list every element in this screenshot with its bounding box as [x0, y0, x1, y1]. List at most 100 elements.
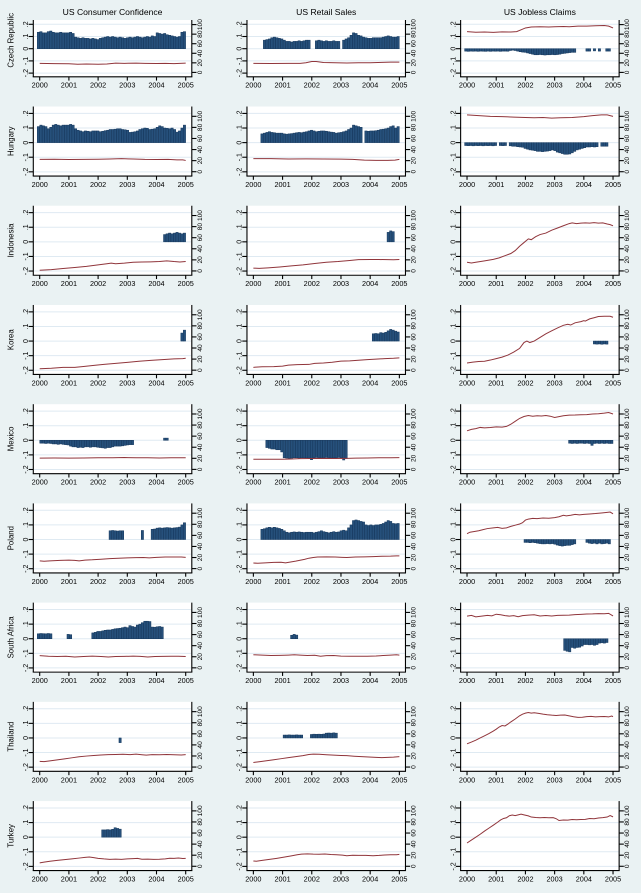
- svg-text:2003: 2003: [333, 378, 349, 387]
- svg-text:2003: 2003: [547, 180, 563, 189]
- svg-text:2003: 2003: [333, 279, 349, 288]
- svg-text:US Consumer Confidence: US Consumer Confidence: [63, 7, 163, 17]
- svg-text:0: 0: [411, 666, 418, 670]
- svg-text:.1: .1: [237, 33, 244, 39]
- svg-text:2005: 2005: [391, 478, 407, 487]
- svg-text:.2: .2: [237, 309, 244, 315]
- svg-text:100: 100: [411, 210, 418, 221]
- svg-text:2001: 2001: [274, 180, 290, 189]
- svg-text:-.2: -.2: [237, 862, 244, 870]
- svg-text:0: 0: [197, 170, 204, 174]
- svg-text:-.1: -.1: [23, 153, 30, 161]
- svg-text:2003: 2003: [119, 378, 135, 387]
- svg-text:60: 60: [411, 234, 418, 242]
- svg-text:.2: .2: [23, 607, 30, 613]
- svg-text:-.1: -.1: [450, 649, 457, 657]
- svg-text:2004: 2004: [362, 378, 378, 387]
- svg-text:2004: 2004: [148, 775, 164, 784]
- svg-text:2002: 2002: [90, 378, 106, 387]
- svg-text:-.1: -.1: [237, 57, 244, 65]
- svg-text:2001: 2001: [488, 676, 504, 685]
- svg-text:0: 0: [237, 537, 244, 541]
- svg-text:US Retail Sales: US Retail Sales: [296, 7, 356, 17]
- svg-text:2005: 2005: [391, 775, 407, 784]
- svg-text:40: 40: [411, 542, 418, 550]
- svg-text:2002: 2002: [90, 279, 106, 288]
- svg-text:40: 40: [197, 49, 204, 57]
- svg-text:20: 20: [411, 851, 418, 859]
- svg-text:0: 0: [237, 47, 244, 51]
- svg-text:-.2: -.2: [23, 565, 30, 573]
- svg-text:2003: 2003: [547, 775, 563, 784]
- svg-text:40: 40: [411, 146, 418, 154]
- svg-text:40: 40: [197, 344, 204, 352]
- svg-text:2000: 2000: [459, 478, 475, 487]
- svg-text:100: 100: [411, 19, 418, 30]
- svg-text:2004: 2004: [576, 81, 592, 90]
- svg-text:.2: .2: [450, 706, 457, 712]
- svg-text:.2: .2: [23, 309, 30, 315]
- svg-text:Mexico: Mexico: [6, 426, 15, 451]
- svg-text:.1: .1: [450, 820, 457, 826]
- svg-text:.1: .1: [237, 423, 244, 429]
- svg-text:2002: 2002: [304, 279, 320, 288]
- svg-text:40: 40: [197, 840, 204, 848]
- svg-text:2005: 2005: [605, 577, 621, 586]
- svg-text:2005: 2005: [391, 875, 407, 884]
- svg-text:2001: 2001: [274, 676, 290, 685]
- svg-text:.2: .2: [450, 607, 457, 613]
- svg-text:2003: 2003: [119, 775, 135, 784]
- svg-text:.1: .1: [450, 522, 457, 528]
- svg-text:60: 60: [624, 531, 631, 539]
- svg-text:-.1: -.1: [23, 848, 30, 856]
- svg-text:2005: 2005: [391, 81, 407, 90]
- svg-text:2002: 2002: [90, 180, 106, 189]
- svg-text:40: 40: [411, 642, 418, 650]
- svg-text:20: 20: [197, 554, 204, 562]
- svg-text:0: 0: [237, 736, 244, 740]
- svg-text:2002: 2002: [90, 875, 106, 884]
- svg-text:2005: 2005: [391, 676, 407, 685]
- svg-text:80: 80: [624, 123, 631, 131]
- svg-text:2000: 2000: [32, 378, 48, 387]
- svg-text:80: 80: [197, 520, 204, 528]
- svg-text:2004: 2004: [148, 378, 164, 387]
- svg-text:100: 100: [624, 408, 631, 419]
- svg-text:-.1: -.1: [237, 351, 244, 359]
- svg-text:2001: 2001: [488, 81, 504, 90]
- svg-text:2000: 2000: [459, 875, 475, 884]
- svg-text:2000: 2000: [32, 775, 48, 784]
- svg-text:2001: 2001: [274, 378, 290, 387]
- svg-text:-.2: -.2: [450, 69, 457, 77]
- svg-text:20: 20: [197, 653, 204, 661]
- svg-text:2005: 2005: [178, 378, 194, 387]
- svg-text:0: 0: [237, 438, 244, 442]
- svg-text:-.2: -.2: [23, 168, 30, 176]
- svg-text:-.2: -.2: [450, 763, 457, 771]
- svg-text:-.1: -.1: [23, 451, 30, 459]
- svg-text:2002: 2002: [517, 676, 533, 685]
- svg-text:-.2: -.2: [237, 168, 244, 176]
- svg-text:2003: 2003: [547, 577, 563, 586]
- svg-text:60: 60: [197, 631, 204, 639]
- svg-text:.2: .2: [450, 408, 457, 414]
- svg-text:-.2: -.2: [23, 465, 30, 473]
- svg-text:0: 0: [411, 170, 418, 174]
- svg-text:60: 60: [197, 829, 204, 837]
- svg-text:Poland: Poland: [6, 526, 15, 550]
- svg-text:-.2: -.2: [237, 465, 244, 473]
- svg-text:-.2: -.2: [450, 862, 457, 870]
- svg-text:80: 80: [624, 620, 631, 628]
- svg-text:.1: .1: [450, 621, 457, 627]
- svg-text:0: 0: [411, 70, 418, 74]
- svg-text:2001: 2001: [488, 180, 504, 189]
- svg-text:-.1: -.1: [23, 57, 30, 65]
- svg-text:2002: 2002: [304, 478, 320, 487]
- svg-text:20: 20: [411, 454, 418, 462]
- svg-text:.1: .1: [450, 720, 457, 726]
- svg-text:-.1: -.1: [450, 351, 457, 359]
- svg-text:20: 20: [411, 256, 418, 264]
- svg-text:0: 0: [197, 566, 204, 570]
- svg-text:2000: 2000: [459, 577, 475, 586]
- svg-text:100: 100: [197, 309, 204, 320]
